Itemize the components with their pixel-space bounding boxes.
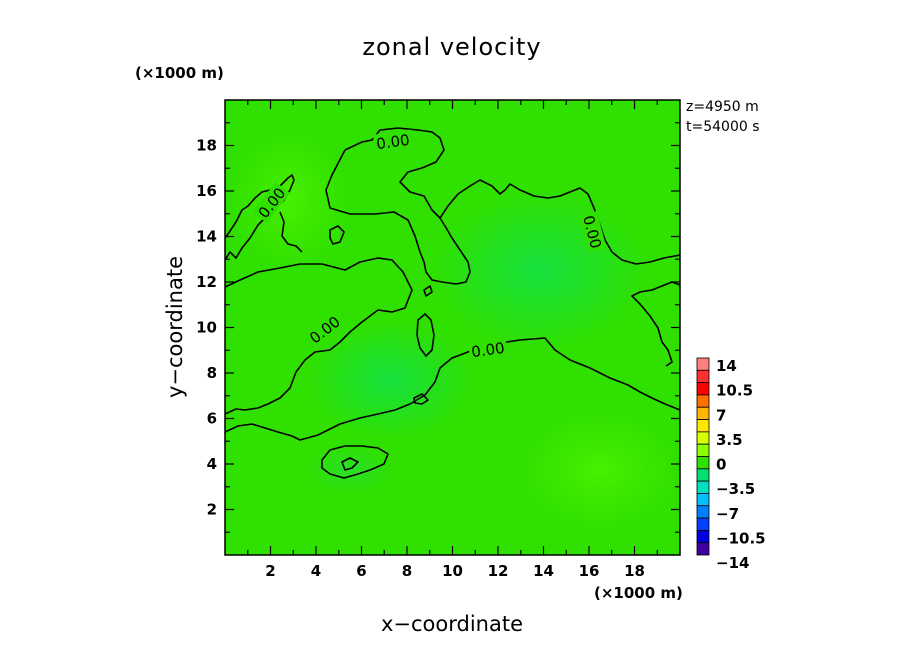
y-tick-label: 10 bbox=[196, 319, 217, 337]
colorbar-swatch bbox=[696, 480, 710, 494]
field-positive-region bbox=[230, 130, 350, 270]
contour-label-bg bbox=[303, 310, 345, 349]
x-tick-label: 6 bbox=[356, 562, 366, 580]
x-unit-label: (×1000 m) bbox=[594, 584, 683, 602]
velocity-field: 0.000.000.000.000.00 bbox=[225, 100, 680, 555]
contour-line bbox=[225, 257, 413, 415]
x-tick-labels: 2 4 6 8 10 12 14 16 18 bbox=[265, 562, 645, 580]
y-unit-label: (×1000 m) bbox=[135, 64, 224, 82]
colorbar-label: 3.5 bbox=[716, 431, 743, 449]
colorbar-swatch bbox=[696, 468, 710, 482]
colorbar-swatch bbox=[696, 529, 710, 544]
colorbar-swatch bbox=[696, 382, 710, 396]
contour-label-bg bbox=[372, 129, 413, 153]
contour-line bbox=[321, 445, 389, 479]
contour-line bbox=[631, 281, 680, 367]
contour-line bbox=[329, 225, 345, 245]
contour-label: 0.00 bbox=[467, 337, 508, 361]
contour-label-bg bbox=[579, 211, 607, 253]
field-negative-region bbox=[305, 320, 475, 440]
x-tick-label: 12 bbox=[488, 562, 509, 580]
contour-line bbox=[279, 211, 303, 253]
colorbar-label: −14 bbox=[716, 554, 749, 572]
contour-label-text: 0.00 bbox=[375, 131, 411, 153]
x-tick-label: 8 bbox=[402, 562, 412, 580]
y-tick-label: 14 bbox=[196, 228, 217, 246]
colorbar-label: 10.5 bbox=[716, 382, 753, 400]
y-tick-label: 8 bbox=[207, 364, 217, 382]
colorbar-swatch bbox=[696, 443, 710, 457]
contour-line bbox=[325, 149, 471, 285]
annotation-t: t=54000 s bbox=[686, 119, 760, 135]
field-positive-region bbox=[520, 410, 680, 530]
y-axis-label: y−coordinate bbox=[163, 256, 187, 398]
x-axis-label: x−coordinate bbox=[381, 612, 523, 636]
colorbar-swatch bbox=[696, 456, 710, 470]
x-tick-label: 14 bbox=[533, 562, 554, 580]
field-negative-region bbox=[430, 190, 650, 350]
colorbar-swatch bbox=[696, 406, 710, 420]
colorbar-swatch bbox=[696, 517, 710, 531]
y-tick-label: 16 bbox=[196, 182, 217, 200]
y-tick-labels: 2 4 6 8 10 12 14 16 18 bbox=[196, 137, 217, 519]
contour-line bbox=[225, 337, 680, 441]
contour-line bbox=[416, 313, 435, 357]
colorbar-label: −3.5 bbox=[716, 480, 755, 498]
colorbar-swatch bbox=[696, 542, 710, 556]
field-negative-region bbox=[305, 445, 395, 495]
contour-label: 0.00 bbox=[372, 129, 413, 153]
contour-line bbox=[225, 174, 295, 261]
colorbar-label: 14 bbox=[716, 357, 737, 375]
colorbar-swatch bbox=[696, 493, 710, 507]
x-tick-label: 16 bbox=[579, 562, 600, 580]
colorbar-label: −7 bbox=[716, 505, 739, 523]
contour-label-text: 0.00 bbox=[470, 339, 506, 361]
colorbar bbox=[696, 357, 710, 556]
y-tick-label: 4 bbox=[207, 455, 217, 473]
y-tick-label: 18 bbox=[196, 137, 217, 155]
colorbar-swatch bbox=[696, 394, 710, 408]
colorbar-swatch bbox=[696, 357, 710, 371]
contour-line bbox=[341, 457, 359, 471]
colorbar-label: 0 bbox=[716, 456, 726, 474]
y-tick-label: 2 bbox=[207, 501, 217, 519]
y-tick-label: 12 bbox=[196, 273, 217, 291]
colorbar-label: 7 bbox=[716, 406, 726, 424]
contour-label-bg bbox=[252, 181, 291, 223]
x-tick-label: 10 bbox=[442, 562, 463, 580]
y-tick-label: 6 bbox=[207, 410, 217, 428]
axis-ticks bbox=[225, 100, 680, 555]
contour-label-bg bbox=[467, 337, 508, 361]
colorbar-labels: 14 10.5 7 3.5 0 −3.5 −7 −10.5 −14 bbox=[716, 357, 766, 572]
contour-line bbox=[423, 285, 433, 297]
x-tick-label: 18 bbox=[624, 562, 645, 580]
x-tick-label: 2 bbox=[265, 562, 275, 580]
annotation-z: z=4950 m bbox=[686, 99, 759, 115]
colorbar-swatch bbox=[696, 369, 710, 384]
x-tick-label: 4 bbox=[311, 562, 321, 580]
chart-title: zonal velocity bbox=[362, 33, 541, 61]
colorbar-swatch bbox=[696, 431, 710, 445]
contour-line bbox=[413, 393, 429, 405]
colorbar-label: −10.5 bbox=[716, 529, 766, 547]
zero-contours bbox=[225, 127, 680, 479]
colorbar-swatch bbox=[696, 419, 710, 433]
colorbar-swatch bbox=[696, 505, 710, 519]
